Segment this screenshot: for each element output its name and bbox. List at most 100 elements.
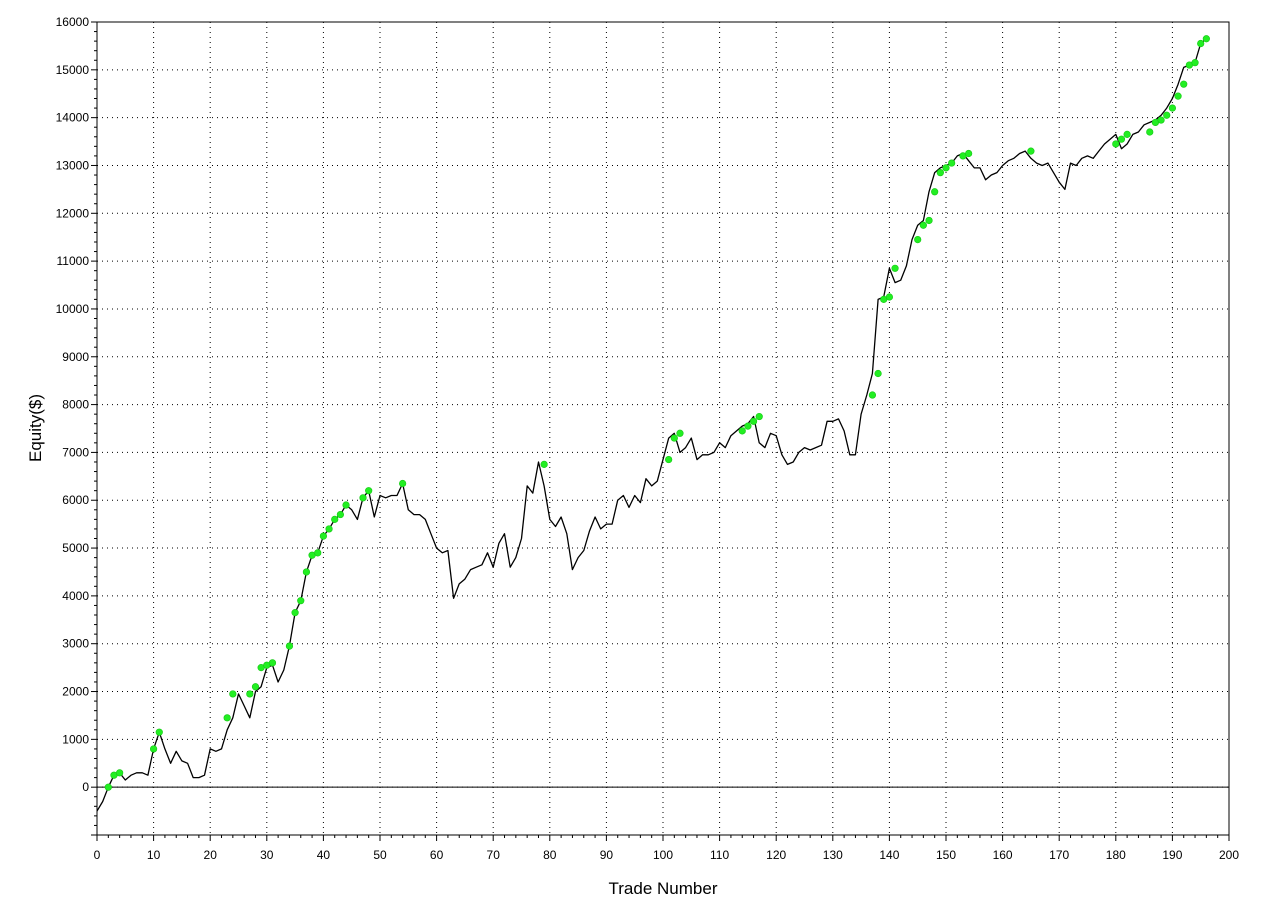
y-tick-label: 4000: [62, 589, 89, 603]
y-tick-label: 0: [82, 780, 89, 794]
new-high-marker: [285, 642, 294, 650]
axes: [91, 21, 1230, 841]
new-high-marker: [1202, 35, 1210, 43]
new-high-marker: [885, 293, 894, 301]
y-tick-label: 11000: [57, 254, 90, 268]
x-tick-label: 40: [317, 848, 331, 862]
x-tick-label: 60: [430, 848, 444, 862]
x-tick-label: 90: [600, 848, 614, 862]
equity-line: [96, 38, 1207, 812]
y-tick-labels: 0 1000 2000 3000 4000 5000 6000 7000 8000 9000 100…: [56, 15, 90, 794]
new-high-marker: [1123, 130, 1131, 138]
y-tick-label: 6000: [62, 493, 89, 507]
new-high-marker: [150, 745, 158, 753]
new-high-marker: [223, 714, 231, 722]
x-tick-label: 20: [204, 848, 218, 862]
x-tick-label: 10: [147, 848, 161, 862]
y-tick-label: 14000: [56, 111, 90, 125]
new-high-marker: [914, 235, 922, 244]
new-high-marker: [251, 683, 260, 691]
new-high-marker: [665, 455, 673, 464]
new-high-marker: [749, 417, 758, 425]
new-high-marker: [1191, 59, 1199, 67]
x-tick-label: 30: [260, 848, 274, 862]
y-tick-label: 8000: [62, 398, 89, 412]
x-tick-label: 150: [936, 848, 956, 862]
new-high-marker: [104, 783, 112, 791]
x-tick-label: 200: [1219, 848, 1239, 862]
y-tick-label: 16000: [56, 15, 90, 29]
y-tick-label: 9000: [62, 350, 89, 364]
x-tick-label: 130: [823, 848, 843, 862]
new-high-marker: [246, 690, 254, 698]
x-tick-label: 180: [1106, 848, 1126, 862]
new-high-marker: [755, 412, 763, 421]
new-high-marker: [116, 769, 124, 777]
x-tick-label: 50: [373, 848, 387, 862]
new-high-marker: [297, 597, 305, 605]
new-high-marker: [325, 525, 333, 533]
x-tick-label: 140: [879, 848, 899, 862]
x-tick-label: 110: [710, 848, 729, 862]
new-high-marker: [331, 515, 339, 523]
new-high-marker: [1117, 135, 1126, 143]
new-high-marker: [942, 164, 950, 172]
new-high-marker: [936, 169, 944, 177]
new-high-marker: [229, 690, 237, 698]
x-tick-label: 170: [1049, 848, 1069, 862]
new-high-marker: [319, 532, 328, 540]
x-tick-label: 160: [993, 848, 1013, 862]
y-tick-label: 7000: [62, 445, 89, 459]
new-high-marker: [291, 609, 299, 617]
grid: [97, 22, 1229, 835]
new-high-marker: [1168, 104, 1176, 112]
new-high-marker: [1027, 147, 1035, 155]
new-high-marker: [931, 188, 939, 196]
x-tick-label: 190: [1162, 848, 1182, 862]
new-high-marker: [399, 479, 407, 488]
new-high-marker: [268, 659, 277, 667]
new-high-marker: [359, 494, 367, 502]
series-equity: [96, 38, 1207, 812]
new-high-marker: [1180, 80, 1188, 88]
new-high-marker: [744, 422, 752, 430]
new-high-marker: [540, 460, 548, 468]
new-high-marker: [1112, 140, 1120, 148]
y-tick-label: 12000: [56, 206, 90, 220]
x-tick-label: 80: [543, 848, 557, 862]
new-high-marker: [891, 264, 899, 272]
x-axis-title: Trade Number: [609, 879, 718, 898]
new-high-marker: [676, 429, 684, 437]
new-high-marker: [868, 391, 877, 399]
y-tick-label: 3000: [62, 637, 89, 651]
y-axis-title: Equity($): [26, 394, 45, 462]
new-high-marker: [1174, 92, 1182, 100]
new-high-marker: [874, 369, 882, 378]
new-high-marker: [965, 149, 973, 158]
y-tick-label: 5000: [62, 541, 89, 555]
x-tick-label: 0: [94, 848, 101, 862]
new-high-marker: [1157, 116, 1165, 124]
x-tick-labels: 0 10 20 30 40 50 60 70 80 90 100 110 120 130 140 150 160…: [94, 848, 1240, 862]
x-tick-label: 100: [653, 848, 673, 862]
new-high-marker: [1146, 128, 1154, 136]
plot-area: [96, 21, 1230, 836]
x-tick-label: 120: [766, 848, 786, 862]
y-tick-label: 15000: [56, 63, 90, 77]
new-high-marker: [925, 216, 933, 225]
y-tick-label: 13000: [56, 158, 90, 172]
new-high-marker: [336, 510, 344, 519]
new-high-marker: [948, 159, 956, 167]
new-high-marker: [314, 549, 322, 557]
new-high-marker: [302, 568, 311, 576]
x-tick-label: 70: [487, 848, 501, 862]
new-high-marker: [1197, 39, 1205, 48]
y-tick-label: 1000: [62, 732, 89, 746]
new-high-marker: [670, 434, 678, 442]
new-high-marker: [155, 728, 163, 736]
new-high-marker: [365, 487, 373, 495]
new-high-marker: [342, 501, 350, 509]
new-high-marker: [738, 427, 746, 435]
new-high-markers: [104, 35, 1210, 791]
